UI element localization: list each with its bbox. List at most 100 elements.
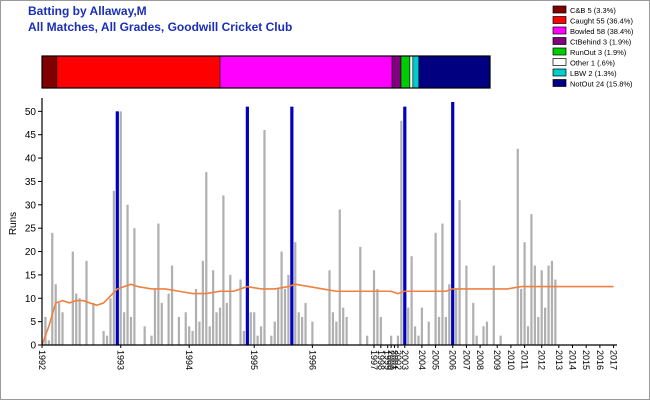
x-tick-label: 1992: [37, 350, 47, 370]
y-tick-label: 35: [25, 177, 37, 188]
x-tick-label: 2006: [448, 350, 458, 370]
innings-bar: [222, 195, 225, 345]
innings-bar: [472, 302, 475, 345]
legend-swatch: [552, 47, 567, 56]
innings-bar: [458, 200, 461, 345]
innings-bar: [129, 316, 133, 345]
innings-bar: [376, 288, 379, 345]
y-tick-label: 10: [25, 294, 37, 305]
innings-bar: [475, 335, 478, 345]
innings-bar: [270, 335, 273, 345]
x-tick-label: 2003: [400, 350, 410, 370]
season-marker-bar: [290, 106, 294, 345]
chart-subtitle: All Matches, All Grades, Goodwill Cricke…: [28, 20, 293, 34]
innings-bar: [389, 335, 393, 345]
innings-bar: [194, 288, 198, 345]
legend-label: NotOut 24 (15.8%): [570, 80, 633, 89]
innings-bar: [188, 326, 191, 345]
innings-bar: [544, 307, 547, 345]
x-tick-label: 2005: [431, 350, 441, 370]
innings-bar: [212, 270, 215, 345]
innings-bar: [205, 172, 208, 345]
dismissal-segment: [418, 55, 491, 89]
y-tick-label: 45: [25, 130, 37, 141]
y-tick-label: 5: [30, 317, 36, 328]
innings-bar: [167, 293, 170, 345]
innings-bar: [410, 256, 413, 345]
innings-bar: [465, 265, 468, 345]
innings-bar: [520, 288, 523, 345]
innings-bar: [249, 312, 252, 345]
innings-bar: [150, 335, 153, 345]
innings-bar: [554, 279, 557, 345]
x-tick-label: 2011: [520, 350, 530, 369]
innings-bar: [225, 302, 228, 345]
dismissal-segment: [219, 55, 393, 89]
innings-bar: [400, 120, 403, 345]
dismissal-segment: [409, 55, 414, 89]
innings-bar: [482, 326, 485, 345]
y-tick-label: 20: [25, 247, 37, 258]
innings-bar: [133, 228, 136, 345]
innings-bar: [516, 148, 519, 345]
innings-bar: [407, 307, 410, 345]
innings-bar: [420, 307, 424, 345]
innings-bar: [143, 326, 146, 345]
innings-bar: [229, 274, 232, 345]
innings-bar: [523, 242, 526, 345]
legend-swatch: [552, 5, 567, 14]
innings-bar: [547, 265, 550, 345]
innings-bar: [198, 321, 201, 345]
y-tick-label: 0: [30, 341, 36, 352]
innings-bar: [434, 232, 437, 345]
y-tick-label: 25: [25, 224, 37, 235]
dismissal-segment: [400, 55, 411, 89]
innings-bar: [109, 298, 112, 345]
x-tick-label: 2004: [417, 350, 427, 370]
legend-label: Other 1 (.6%): [570, 59, 616, 68]
legend-swatch: [552, 16, 567, 24]
legend-swatch: [552, 68, 567, 77]
innings-bar: [372, 270, 376, 345]
legend-label: Caught 55 (36.4%): [570, 17, 633, 26]
innings-bar: [201, 260, 204, 345]
x-tick-label: 2015: [581, 350, 591, 370]
x-tick-label: 1997: [369, 350, 379, 370]
dismissal-segment: [412, 55, 420, 89]
innings-bar: [499, 335, 502, 345]
innings-bar: [242, 330, 246, 345]
legend-swatch: [552, 79, 567, 87]
innings-bar: [58, 302, 61, 345]
x-tick-label: 2010: [506, 350, 516, 370]
innings-bar: [537, 316, 540, 345]
innings-bar: [259, 326, 263, 345]
innings-bar: [51, 232, 54, 345]
innings-bar: [208, 326, 211, 345]
innings-bar: [92, 302, 95, 345]
innings-bar: [44, 316, 47, 345]
innings-bar: [112, 190, 115, 345]
innings-bar: [540, 270, 543, 345]
x-tick-label: 2008: [475, 350, 485, 370]
innings-bar: [335, 321, 338, 345]
x-tick-label: 2007: [461, 350, 471, 370]
innings-bar: [492, 265, 495, 345]
x-tick-label: 2016: [595, 350, 605, 370]
season-marker-bar: [245, 106, 249, 345]
x-tick-label: 2013: [554, 350, 564, 370]
innings-bar: [294, 242, 297, 345]
x-tick-label: 2017: [609, 350, 619, 370]
innings-bar: [417, 335, 420, 345]
innings-bar: [273, 321, 276, 345]
innings-bar: [123, 312, 126, 345]
innings-bar: [102, 330, 105, 345]
x-tick-label: 1995: [249, 350, 259, 370]
chart-title: Batting by Allaway,M: [28, 4, 147, 18]
average-line: [41, 283, 614, 346]
legend-swatch: [552, 37, 567, 45]
innings-bar: [170, 265, 174, 345]
x-tick-label: 1994: [184, 350, 194, 370]
legend-swatch: [552, 58, 567, 66]
innings-bar: [359, 246, 362, 345]
